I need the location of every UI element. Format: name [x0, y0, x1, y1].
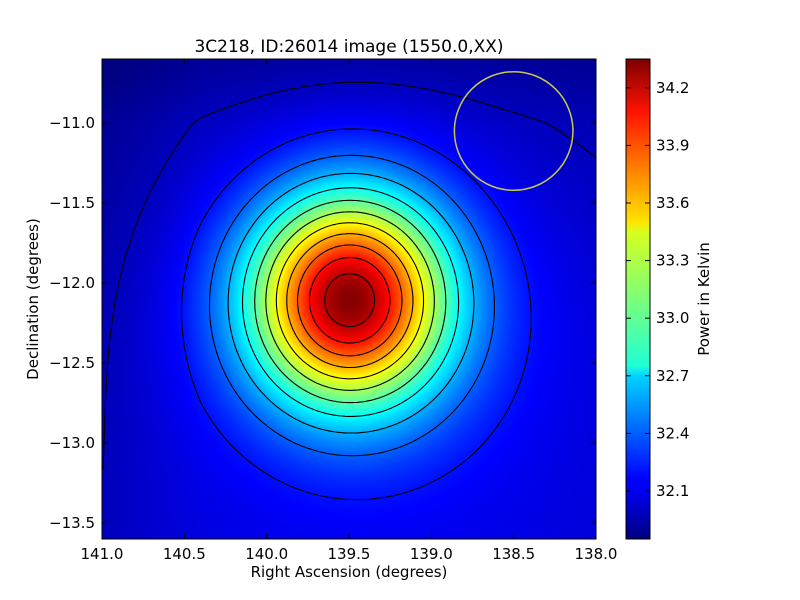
x-tick-label: 139.5: [328, 545, 371, 563]
y-tick-label: −12.0: [49, 274, 95, 292]
contour-line: [102, 81, 596, 470]
colorbar-tick-label: 32.1: [656, 482, 689, 500]
y-tick-label: −12.5: [49, 354, 95, 372]
chart-title: 3C218, ID:26014 image (1550.0,XX): [194, 37, 503, 57]
y-tick-label: −11.0: [49, 114, 95, 132]
contour-line: [308, 257, 391, 344]
y-tick-label: −11.5: [49, 194, 95, 212]
colorbar-tick-label: 32.7: [656, 367, 689, 385]
beam-circle: [453, 70, 574, 192]
colorbar-tick-label: 33.6: [656, 194, 689, 212]
colorbar-tick-label: 33.0: [656, 309, 689, 327]
x-axis-label: Right Ascension (degrees): [251, 563, 448, 581]
contour-line: [254, 199, 447, 404]
contour-line: [227, 172, 475, 434]
x-tick-label: 140.5: [163, 545, 206, 563]
x-tick-label: 138.0: [575, 545, 618, 563]
contour-line: [296, 244, 403, 357]
contour-line: [286, 233, 414, 369]
colorbar-gradient: [625, 58, 651, 540]
x-tick-label: 138.5: [492, 545, 535, 563]
x-tick-label: 141.0: [81, 545, 124, 563]
y-axis-ticks: −11.0 −11.5 −12.0 −12.5 −13.0 −13.5: [49, 114, 596, 532]
y-tick-label: −13.0: [49, 434, 95, 452]
colorbar-ticks: 32.1 32.4 32.7 33.0 33.3 33.6 33.9 34.2: [626, 79, 689, 500]
contour-line: [208, 154, 495, 457]
colorbar-tick-label: 32.4: [656, 424, 689, 442]
colorbar-tick-label: 34.2: [656, 79, 689, 97]
contour-line: [241, 187, 460, 417]
y-tick-label: −13.5: [49, 514, 95, 532]
colorbar-tick-label: 33.3: [656, 252, 689, 270]
heatmap-image: [102, 59, 596, 539]
y-axis-label: Declination (degrees): [24, 218, 42, 380]
colorbar-tick-label: 33.9: [656, 136, 689, 154]
heatmap-plot-area: [101, 58, 597, 540]
colorbar: 32.1 32.4 32.7 33.0 33.3 33.6 33.9 34.2 Power i…: [625, 58, 713, 540]
contour-line: [265, 211, 435, 391]
x-axis-ticks: 141.0 140.5 140.0 139.5 139.0 138.5 138.0: [81, 59, 618, 563]
colorbar-label: Power in Kelvin: [695, 242, 713, 356]
contour-line: [275, 222, 425, 380]
contour-line: [324, 273, 376, 328]
contour-line: [181, 128, 532, 501]
x-tick-label: 139.0: [410, 545, 453, 563]
contour-lines: [102, 81, 596, 501]
x-tick-label: 140.0: [245, 545, 288, 563]
